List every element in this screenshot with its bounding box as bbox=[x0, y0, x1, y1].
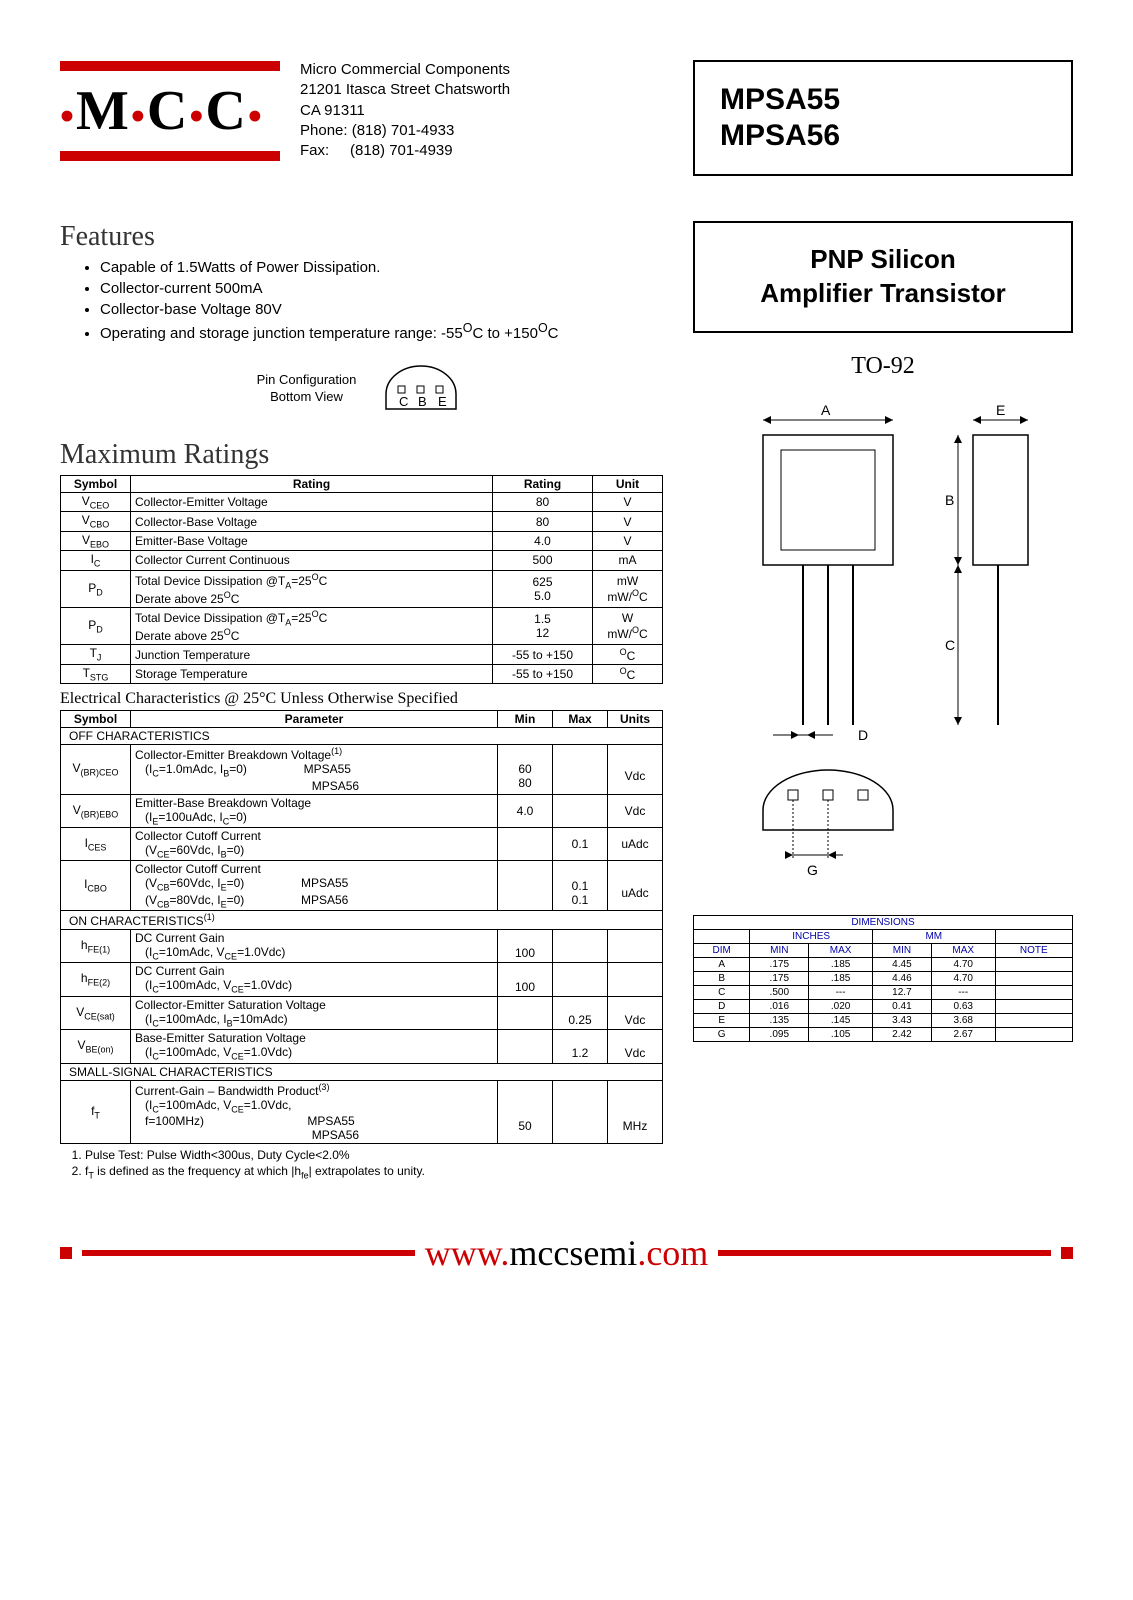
svg-text:E: E bbox=[438, 394, 447, 409]
svg-text:B: B bbox=[418, 394, 427, 409]
features-heading: Features bbox=[60, 221, 663, 253]
max-ratings-heading: Maximum Ratings bbox=[60, 439, 663, 471]
svg-text:E: E bbox=[996, 402, 1005, 418]
feature-item: Collector-current 500mA bbox=[100, 278, 663, 299]
svg-text:C: C bbox=[399, 394, 408, 409]
pin-configuration: Pin Configuration Bottom View C B E bbox=[60, 364, 663, 414]
features-section: Features Capable of 1.5Watts of Power Di… bbox=[60, 221, 663, 344]
company-address: Micro Commercial Components 21201 Itasca… bbox=[300, 60, 510, 161]
package-outline-icon: A E B C D bbox=[713, 395, 1053, 895]
feature-item: Operating and storage junction temperatu… bbox=[100, 320, 663, 344]
dimensions-table: DIMENSIONS INCHESMM DIM MIN MAX MIN MAX … bbox=[693, 915, 1073, 1042]
svg-text:A: A bbox=[821, 402, 831, 418]
part-1: MPSA55 bbox=[720, 82, 1046, 118]
elec-char-heading: Electrical Characteristics @ 25°C Unless… bbox=[60, 690, 663, 708]
svg-text:B: B bbox=[945, 492, 954, 508]
svg-text:D: D bbox=[858, 727, 868, 743]
pin-diagram-icon: C B E bbox=[376, 364, 466, 414]
part-number-box: MPSA55 MPSA56 bbox=[693, 60, 1073, 176]
footer-url: www.mccsemi.com bbox=[60, 1232, 1073, 1274]
svg-text:C: C bbox=[945, 637, 955, 653]
part-2: MPSA56 bbox=[720, 118, 1046, 154]
svg-text:G: G bbox=[807, 862, 818, 878]
feature-item: Capable of 1.5Watts of Power Dissipation… bbox=[100, 257, 663, 278]
feature-item: Collector-base Voltage 80V bbox=[100, 299, 663, 320]
mcc-logo: •M•C•C• bbox=[60, 61, 280, 161]
footnotes: Pulse Test: Pulse Width<300us, Duty Cycl… bbox=[60, 1148, 663, 1180]
transistor-type-box: PNP Silicon Amplifier Transistor bbox=[693, 221, 1073, 333]
package-label: TO-92 bbox=[693, 353, 1073, 380]
elec-char-table: Symbol Parameter Min Max Units OFF CHARA… bbox=[60, 710, 663, 1144]
max-ratings-table: Symbol Rating Rating Unit VCEOCollector-… bbox=[60, 475, 663, 684]
